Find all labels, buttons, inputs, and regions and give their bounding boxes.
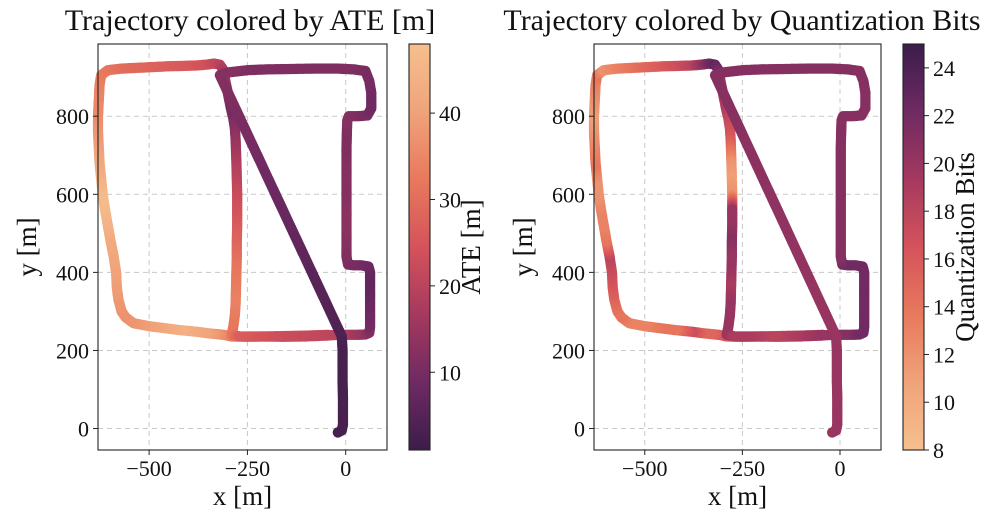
- y-tick-label: 200: [552, 338, 585, 363]
- x-tick-label: −500: [622, 456, 667, 481]
- trajectory-points: [588, 58, 871, 438]
- trajectory-points: [92, 58, 377, 438]
- colorbar-tick-label: 10: [439, 360, 461, 385]
- y-tick-label: 400: [56, 260, 89, 285]
- plot-frame: [593, 43, 882, 451]
- x-ticks: −500 −250 0: [126, 450, 351, 481]
- x-ticks: −500 −250 0: [622, 450, 846, 481]
- colorbar-tick-label: 20: [933, 151, 955, 176]
- x-axis-label: x [m]: [708, 481, 767, 511]
- colorbar-tick-label: 16: [933, 247, 955, 272]
- colorbar-frame: [408, 43, 431, 451]
- trajectory-point: [826, 427, 838, 438]
- y-tick-label: 0: [78, 417, 89, 442]
- colorbar-tick-label: 20: [439, 274, 461, 299]
- colorbar-tick-label: 8: [933, 438, 944, 463]
- colorbar-tick-label: 30: [439, 187, 461, 212]
- y-tick-label: 600: [552, 182, 585, 207]
- colorbar-ticks: 10 20 30 40: [430, 101, 461, 385]
- colorbar-tick-label: 40: [439, 101, 461, 126]
- y-axis-label: y [m]: [508, 217, 538, 276]
- colorbar-frame: [902, 43, 925, 451]
- y-ticks: 0 200 400 600 800: [56, 104, 98, 442]
- y-tick-label: 600: [56, 182, 89, 207]
- y-tick-label: 800: [552, 104, 585, 129]
- y-axis-label: y [m]: [12, 217, 42, 276]
- chart-title: Trajectory colored by ATE [m]: [65, 4, 435, 37]
- plot-frame: [97, 43, 388, 451]
- x-tick-label: −250: [720, 456, 765, 481]
- chart-title: Trajectory colored by Quantization Bits: [503, 4, 980, 37]
- y-tick-label: 400: [552, 260, 585, 285]
- colorbar-tick-label: 10: [933, 390, 955, 415]
- trajectory-point: [332, 427, 344, 438]
- colorbar-tick-label: 24: [933, 56, 955, 81]
- y-tick-label: 0: [574, 417, 585, 442]
- colorbar-label: Quantization Bits: [950, 152, 980, 342]
- x-axis-label: x [m]: [213, 481, 272, 511]
- colorbar-tick-label: 22: [933, 104, 955, 129]
- x-tick-label: 0: [340, 456, 351, 481]
- colorbar: [903, 44, 924, 450]
- colorbar-label: ATE [m]: [456, 199, 486, 294]
- colorbar-tick-label: 12: [933, 342, 955, 367]
- x-tick-label: −250: [225, 456, 270, 481]
- y-tick-label: 200: [56, 338, 89, 363]
- x-tick-label: −500: [126, 456, 171, 481]
- colorbar-tick-label: 18: [933, 199, 955, 224]
- colorbar: [409, 44, 430, 450]
- colorbar-tick-label: 14: [933, 295, 955, 320]
- chart-ate: Trajectory colored by ATE [m] −500 −250 0 …: [12, 4, 486, 511]
- y-ticks: 0 200 400 600 800: [552, 104, 594, 442]
- chart-quantization: Trajectory colored by Quantization Bits …: [503, 4, 980, 511]
- x-tick-label: 0: [835, 456, 846, 481]
- y-tick-label: 800: [56, 104, 89, 129]
- colorbar-ticks: 8 10 12 14 16 18 20 22 24: [924, 56, 955, 463]
